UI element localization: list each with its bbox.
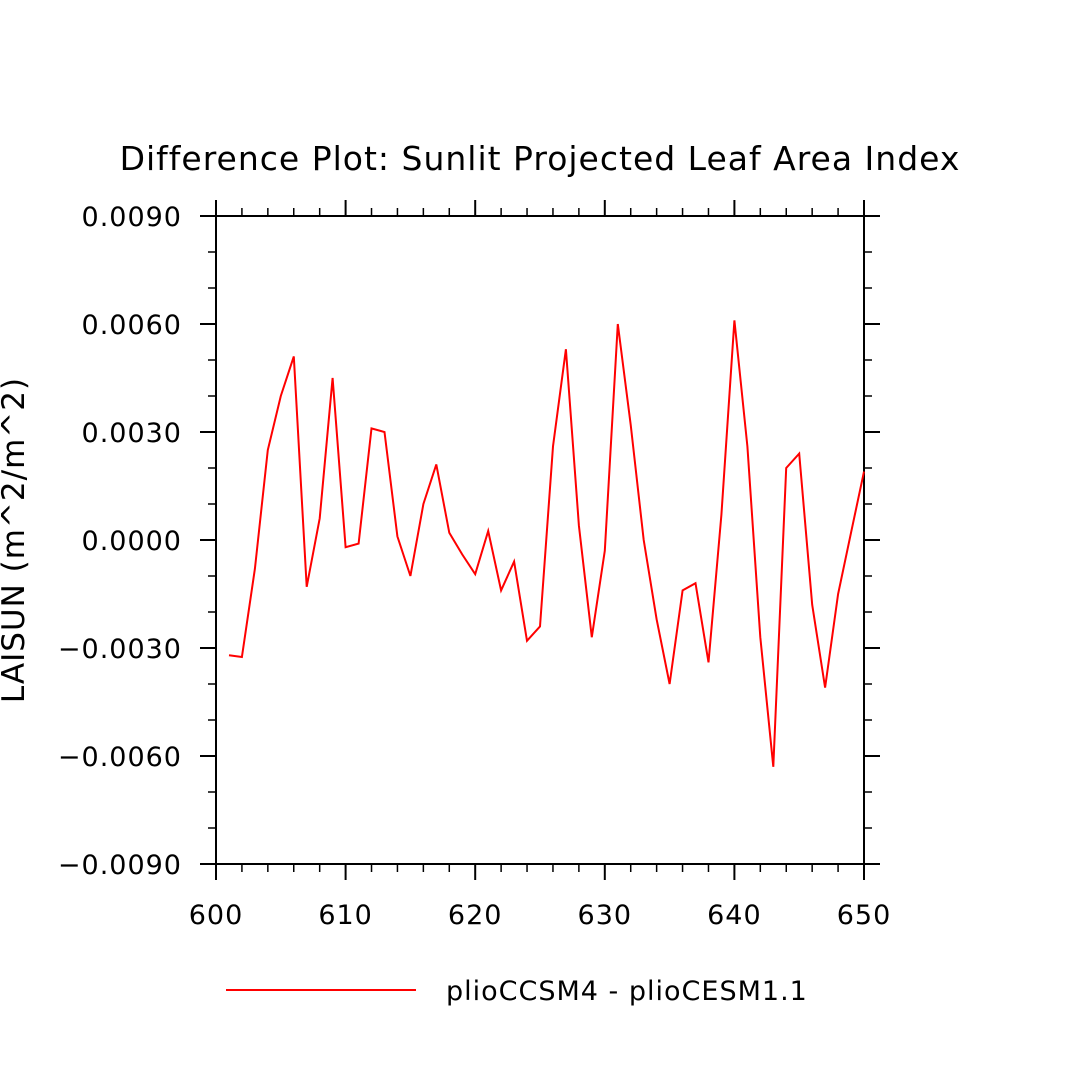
y-tick-label: 0.0060 [82,310,182,341]
y-tick-label: 0.0030 [82,418,182,449]
legend: plioCCSM4 - plioCESM1.1 [226,976,808,1007]
x-tick-label: 640 [707,900,762,931]
x-tick-label: 600 [189,900,244,931]
series-line-0 [228,320,865,767]
y-tick-label: −0.0090 [58,850,182,881]
x-tick-label: 630 [578,900,633,931]
chart-title: Difference Plot: Sunlit Projected Leaf A… [120,139,961,178]
x-axis: 600 610 620 630 640 650 [189,200,892,931]
legend-label: plioCCSM4 - plioCESM1.1 [446,976,808,1007]
y-tick-label: 0.0090 [82,202,182,233]
y-tick-label: 0.0000 [82,526,182,557]
y-tick-label: −0.0060 [58,742,182,773]
x-tick-label: 650 [837,900,892,931]
x-tick-label: 620 [448,900,503,931]
series-layer [228,320,865,767]
y-axis-label: LAISUN (m^2/m^2) [0,377,32,703]
y-tick-label: −0.0030 [58,634,182,665]
y-axis: −0.0090 −0.0060 −0.0030 0.0000 0.0030 0.0060 0… [58,202,880,881]
x-tick-label: 610 [318,900,373,931]
plot-frame [215,215,865,865]
